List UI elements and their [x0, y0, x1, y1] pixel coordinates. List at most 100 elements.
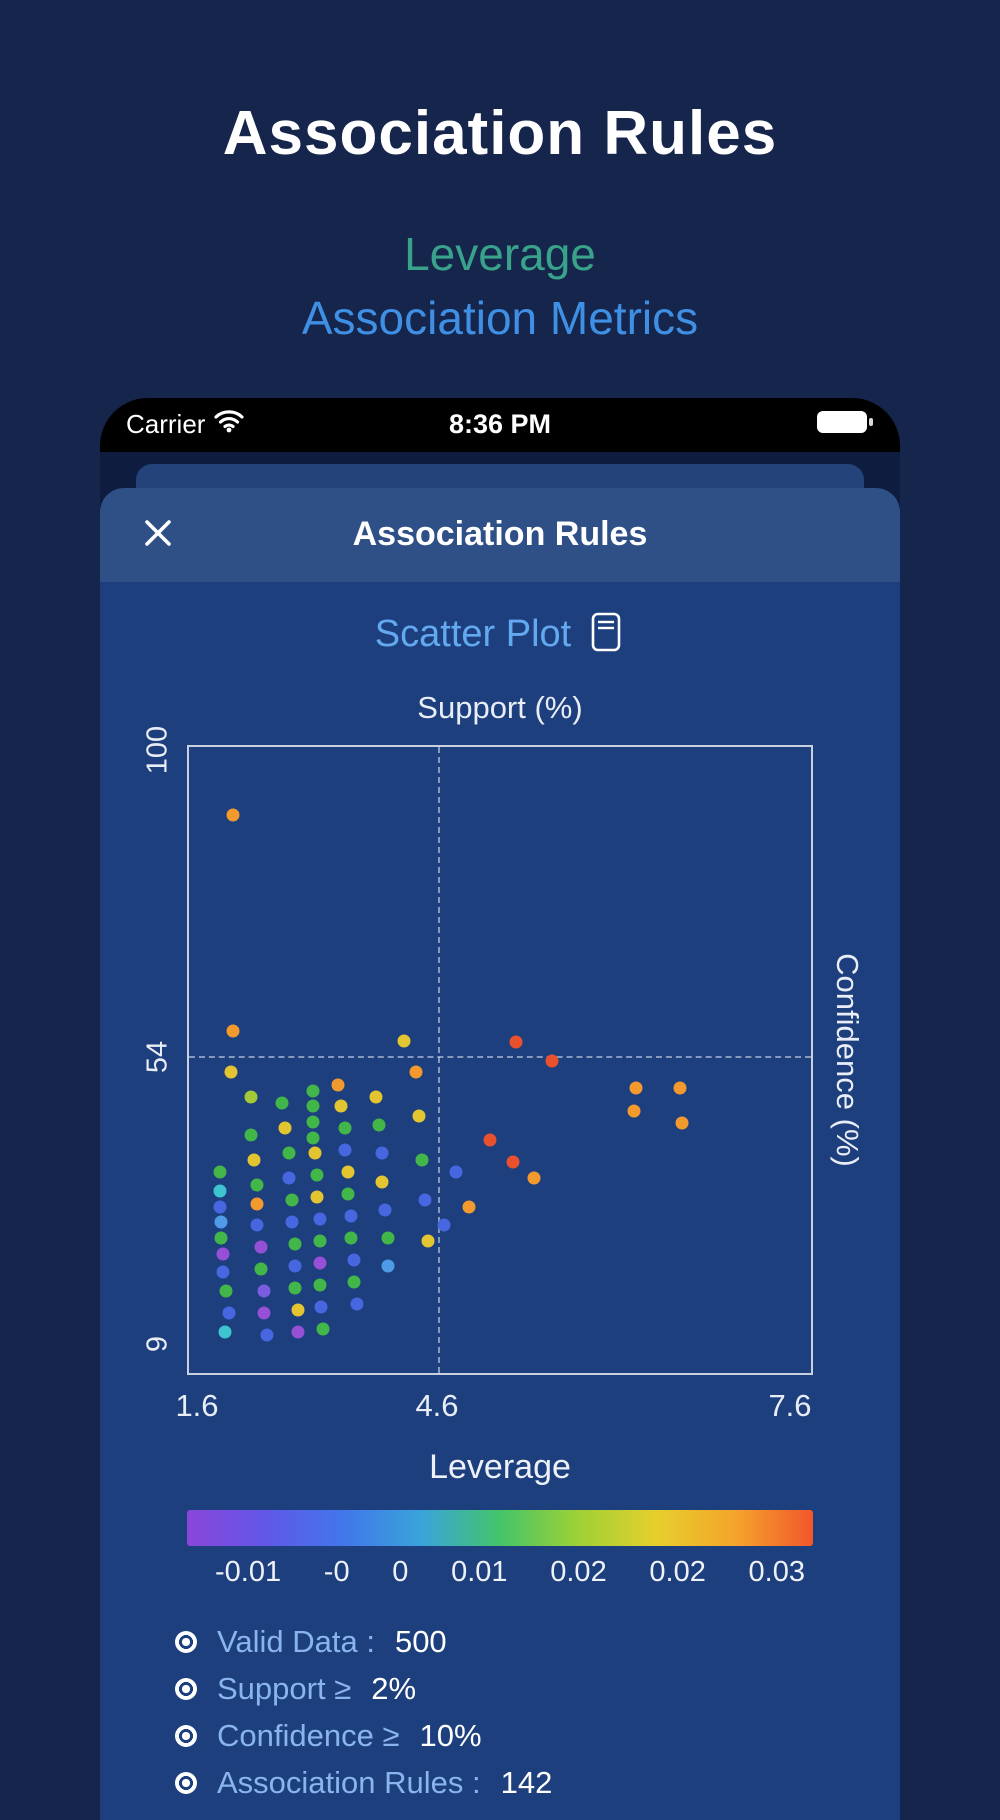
scatter-point	[629, 1081, 643, 1095]
scatter-point	[527, 1171, 541, 1185]
scatter-point	[226, 808, 240, 822]
colorbar-tick: 0	[392, 1555, 409, 1588]
scatter-point	[216, 1247, 230, 1261]
subtitle-metrics: Association Metrics	[301, 291, 699, 344]
scatter-point	[288, 1259, 302, 1273]
page-title: Association Rules	[222, 98, 778, 168]
scatter-point	[338, 1121, 351, 1135]
colorbar-tick: -0	[323, 1555, 350, 1588]
scatter-point	[437, 1218, 451, 1232]
y-tick-9: 9	[141, 1335, 174, 1352]
scatter-point	[214, 1231, 228, 1245]
scatter-point	[344, 1209, 358, 1223]
stat-row: Support ≥ 2%	[175, 1671, 552, 1707]
scatter-point	[288, 1237, 302, 1251]
chart-type-label[interactable]: Scatter Plot	[374, 612, 572, 655]
scatter-point	[409, 1065, 423, 1079]
scatter-point	[350, 1297, 364, 1311]
scatter-point	[341, 1165, 355, 1179]
status-time: 8:36 PM	[448, 409, 552, 440]
scatter-point	[213, 1184, 227, 1198]
phone-frame: Carrier 8:36 PM	[100, 397, 900, 1820]
scatter-point	[306, 1084, 320, 1098]
scatter-point	[347, 1275, 361, 1289]
scatter-point	[338, 1143, 351, 1157]
copy-icon[interactable]	[587, 610, 625, 659]
scatter-point	[254, 1262, 268, 1276]
stats-list: Valid Data : 500 Support ≥ 2% Confidence ≥ 10…	[175, 1624, 552, 1801]
modal-body: Scatter Plot Support (%) 100 54 9 1.6 4.…	[100, 581, 900, 1820]
scatter-point	[282, 1146, 296, 1160]
scatter-plot[interactable]	[187, 744, 813, 1375]
scatter-point	[375, 1146, 389, 1160]
x-tick-mid: 4.6	[415, 1387, 459, 1423]
scatter-point	[316, 1322, 330, 1336]
stat-value: 142	[500, 1764, 553, 1800]
scatter-point	[222, 1306, 236, 1320]
scatter-point	[462, 1200, 476, 1214]
colorbar-tick: 0.01	[451, 1555, 508, 1588]
scatter-point	[244, 1090, 258, 1104]
y-tick-100: 100	[141, 725, 174, 774]
scatter-point	[282, 1171, 296, 1185]
underlying-card-peek	[136, 463, 864, 488]
scatter-point	[675, 1116, 689, 1130]
bullet-icon	[175, 1771, 197, 1794]
scatter-point	[250, 1197, 264, 1210]
scatter-point	[314, 1300, 328, 1314]
scatter-point	[254, 1240, 268, 1254]
stat-value: 2%	[371, 1670, 417, 1706]
scatter-point	[415, 1153, 429, 1167]
bullet-icon	[175, 1677, 197, 1700]
scatter-point	[381, 1259, 395, 1273]
scatter-point	[213, 1165, 227, 1179]
bullet-icon	[175, 1630, 197, 1653]
scatter-point	[250, 1218, 264, 1232]
scatter-point	[347, 1253, 361, 1267]
stat-label: Association Rules :	[217, 1764, 481, 1800]
scatter-point	[250, 1178, 264, 1192]
scatter-point	[291, 1303, 305, 1317]
stat-label: Support ≥	[217, 1670, 352, 1706]
colorbar	[187, 1509, 813, 1546]
colorbar-tick: 0.02	[649, 1555, 706, 1588]
close-button[interactable]	[134, 511, 182, 559]
threshold-vline	[437, 746, 440, 1373]
scatter-point	[381, 1231, 395, 1245]
close-x-icon	[138, 513, 178, 556]
carrier-label: Carrier	[126, 409, 206, 440]
scatter-point	[449, 1165, 463, 1179]
scatter-point	[545, 1054, 559, 1068]
scatter-point	[310, 1168, 323, 1182]
stat-row: Confidence ≥ 10%	[175, 1718, 552, 1754]
scatter-point	[306, 1115, 320, 1129]
scatter-point	[627, 1104, 641, 1118]
scatter-point	[244, 1128, 258, 1142]
modal-title: Association Rules	[352, 515, 648, 554]
scatter-point	[418, 1193, 432, 1207]
scatter-point	[275, 1096, 289, 1110]
scatter-point	[341, 1187, 355, 1201]
right-axis-label: Confidence (%)	[830, 952, 865, 1167]
colorbar-tick: -0.01	[215, 1555, 282, 1588]
stat-row: Association Rules : 142	[175, 1765, 552, 1801]
colorbar-tick: 0.02	[550, 1555, 607, 1588]
scatter-point	[306, 1099, 320, 1113]
stat-row: Valid Data : 500	[175, 1624, 552, 1660]
y-tick-54: 54	[141, 1040, 174, 1073]
chart-header-row: Scatter Plot	[100, 610, 900, 659]
stat-value: 500	[394, 1623, 447, 1659]
scatter-point	[214, 1215, 228, 1229]
stat-label: Confidence ≥	[217, 1717, 400, 1753]
colorbar-ticks: -0.01 -0 0 0.01 0.02 0.02 0.03	[187, 1556, 813, 1589]
scatter-point	[224, 1065, 238, 1079]
scatter-point	[313, 1278, 327, 1292]
scatter-point	[218, 1325, 232, 1339]
points-layer	[189, 747, 811, 1373]
scatter-point	[378, 1203, 392, 1217]
x-tick-min: 1.6	[175, 1387, 219, 1423]
scatter-point	[313, 1234, 327, 1248]
bullet-icon	[175, 1724, 197, 1747]
scatter-point	[421, 1234, 435, 1248]
scatter-point	[673, 1081, 687, 1095]
